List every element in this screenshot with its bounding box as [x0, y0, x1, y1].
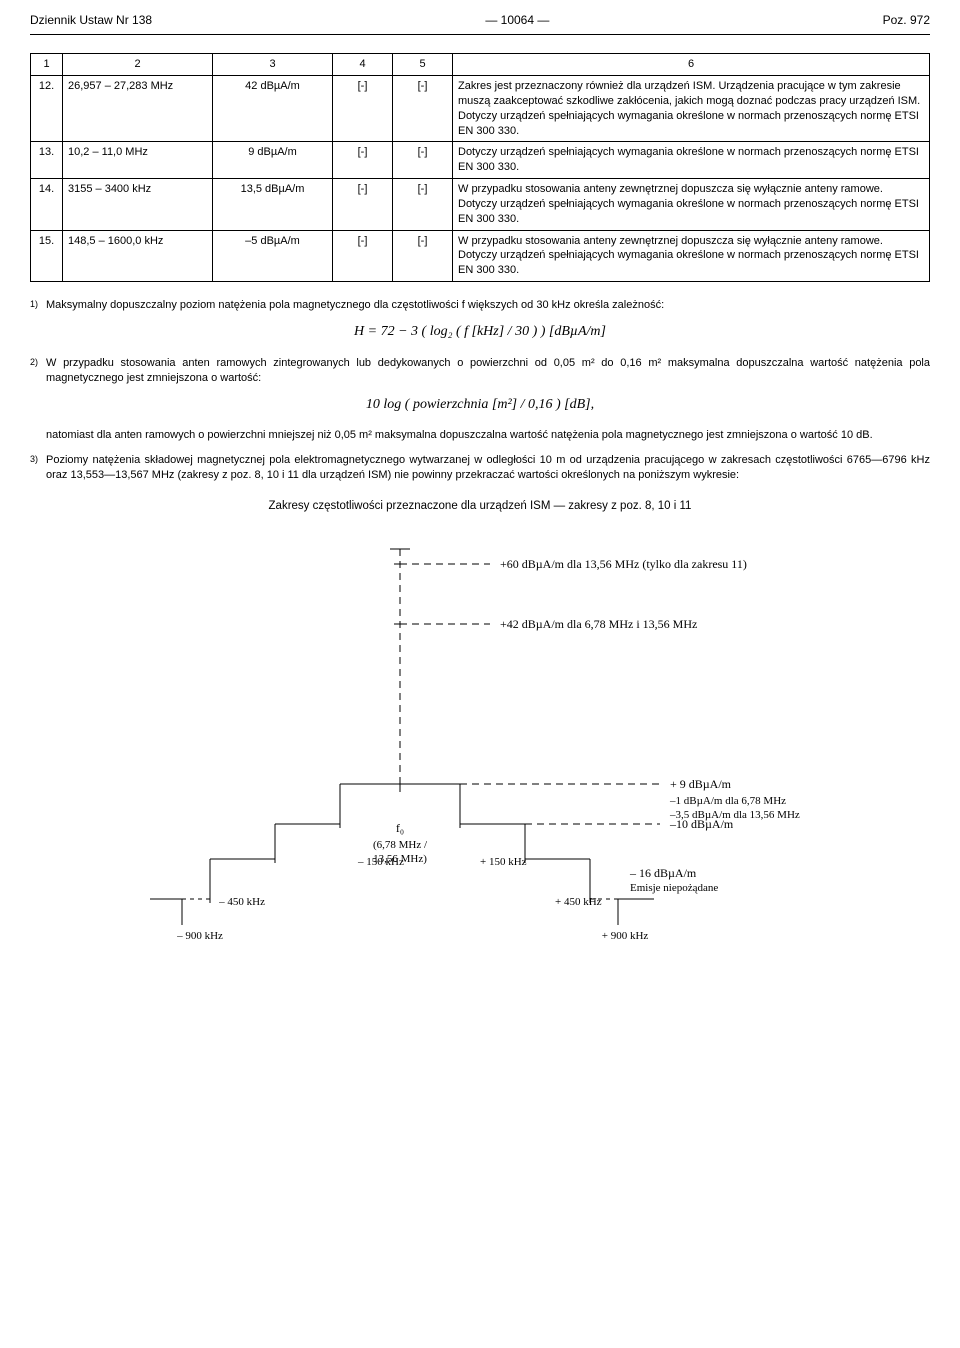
- th-4: 4: [333, 54, 393, 76]
- note-2-body-b: natomiast dla anten ramowych o powierzch…: [46, 428, 930, 443]
- table-row: 14.3155 – 3400 kHz13,5 dBµA/m[-][-]W prz…: [31, 179, 930, 231]
- th-3: 3: [213, 54, 333, 76]
- svg-text:+ 900 kHz: + 900 kHz: [602, 930, 649, 942]
- note-3-sup: 3): [30, 453, 46, 483]
- svg-text:–1 dBµA/m dla 6,78 MHz: –1 dBµA/m dla 6,78 MHz: [669, 795, 786, 807]
- svg-text:(6,78 MHz /: (6,78 MHz /: [373, 839, 428, 851]
- svg-text:+ 9 dBµA/m: + 9 dBµA/m: [670, 777, 732, 791]
- cell: 13.: [31, 142, 63, 179]
- cell: 26,957 – 27,283 MHz: [63, 76, 213, 142]
- cell: Zakres jest przeznaczony również dla urz…: [453, 76, 930, 142]
- svg-text:– 450 kHz: – 450 kHz: [218, 896, 265, 908]
- cell: Dotyczy urządzeń spełniających wymagania…: [453, 142, 930, 179]
- cell: [-]: [393, 179, 453, 231]
- cell: 10,2 – 11,0 MHz: [63, 142, 213, 179]
- footnotes: 1) Maksymalny dopuszczalny poziom natęże…: [30, 298, 930, 483]
- th-1: 1: [31, 54, 63, 76]
- cell: [-]: [333, 179, 393, 231]
- note-3: 3) Poziomy natężenia składowej magnetycz…: [30, 453, 930, 483]
- svg-text:+ 150 kHz: + 150 kHz: [480, 856, 527, 868]
- cell: W przypadku stosowania anteny zewnętrzne…: [453, 230, 930, 282]
- cell: [-]: [333, 76, 393, 142]
- note-1-sup: 1): [30, 298, 46, 313]
- cell: W przypadku stosowania anteny zewnętrzne…: [453, 179, 930, 231]
- table-head-row: 1 2 3 4 5 6: [31, 54, 930, 76]
- svg-text:– 900 kHz: – 900 kHz: [176, 930, 223, 942]
- formula-2: 10 log ( powierzchnia [m²] / 0,16 ) [dB]…: [30, 396, 930, 415]
- table-row: 13.10,2 – 11,0 MHz9 dBµA/m[-][-]Dotyczy …: [31, 142, 930, 179]
- cell: [-]: [393, 230, 453, 282]
- svg-text:– 150 kHz: – 150 kHz: [357, 856, 404, 868]
- svg-text:f₀: f₀: [396, 821, 404, 835]
- th-5: 5: [393, 54, 453, 76]
- svg-text:+60 dBµA/m dla 13,56 MHz (tylk: +60 dBµA/m dla 13,56 MHz (tylko dla zakr…: [500, 557, 747, 571]
- cell: 12.: [31, 76, 63, 142]
- table-row: 15.148,5 – 1600,0 kHz–5 dBµA/m[-][-]W pr…: [31, 230, 930, 282]
- svg-text:+42 dBµA/m dla 6,78 MHz i 13,5: +42 dBµA/m dla 6,78 MHz i 13,56 MHz: [500, 617, 697, 631]
- header-right: Poz. 972: [883, 12, 930, 28]
- note-2-sup: 2): [30, 356, 46, 386]
- svg-text:+ 450 kHz: + 450 kHz: [555, 896, 602, 908]
- header-rule: [30, 34, 930, 35]
- table-row: 12.26,957 – 27,283 MHz42 dBµA/m[-][-]Zak…: [31, 76, 930, 142]
- cell: 9 dBµA/m: [213, 142, 333, 179]
- cell: [-]: [333, 142, 393, 179]
- note-1-body: Maksymalny dopuszczalny poziom natężenia…: [46, 298, 930, 313]
- cell: 148,5 – 1600,0 kHz: [63, 230, 213, 282]
- cell: –5 dBµA/m: [213, 230, 333, 282]
- note-2-body-a: W przypadku stosowania anten ramowych zi…: [46, 356, 930, 386]
- note-3-body: Poziomy natężenia składowej magnetycznej…: [46, 453, 930, 483]
- frequency-table: 1 2 3 4 5 6 12.26,957 – 27,283 MHz42 dBµ…: [30, 53, 930, 282]
- cell: 42 dBµA/m: [213, 76, 333, 142]
- cell: [-]: [393, 76, 453, 142]
- note-2b: natomiast dla anten ramowych o powierzch…: [30, 428, 930, 443]
- svg-text:–10 dBµA/m: –10 dBµA/m: [669, 817, 734, 831]
- ism-chart: +60 dBµA/m dla 13,56 MHz (tylko dla zakr…: [100, 529, 860, 994]
- cell: 14.: [31, 179, 63, 231]
- note-2: 2) W przypadku stosowania anten ramowych…: [30, 356, 930, 386]
- chart-title: Zakresy częstotliwości przeznaczone dla …: [30, 499, 930, 515]
- th-2: 2: [63, 54, 213, 76]
- th-6: 6: [453, 54, 930, 76]
- formula-1: H = 72 − 3 ( log₂ ( f [kHz] / 30 ) ) [dB…: [30, 323, 930, 342]
- header-center: — 10064 —: [485, 12, 549, 28]
- page-header: Dziennik Ustaw Nr 138 — 10064 — Poz. 972: [30, 12, 930, 32]
- cell: [-]: [333, 230, 393, 282]
- note-1: 1) Maksymalny dopuszczalny poziom natęże…: [30, 298, 930, 313]
- cell: 13,5 dBµA/m: [213, 179, 333, 231]
- svg-text:– 16 dBµA/m: – 16 dBµA/m: [629, 866, 697, 880]
- cell: [-]: [393, 142, 453, 179]
- cell: 15.: [31, 230, 63, 282]
- header-left: Dziennik Ustaw Nr 138: [30, 12, 152, 28]
- svg-text:Emisje niepożądane: Emisje niepożądane: [630, 882, 718, 894]
- cell: 3155 – 3400 kHz: [63, 179, 213, 231]
